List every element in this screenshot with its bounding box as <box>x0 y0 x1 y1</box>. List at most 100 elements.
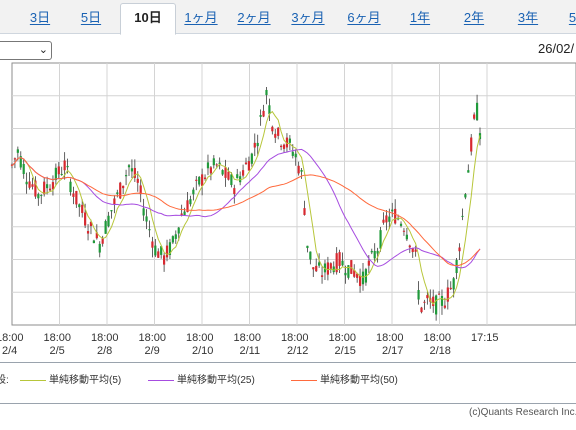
candle-body <box>461 215 464 217</box>
x-tick-date: 2/9 <box>145 345 160 357</box>
chevron-down-icon: ⌄ <box>38 44 48 56</box>
candle-body <box>89 221 93 227</box>
candle-body <box>405 234 408 240</box>
candle-body <box>107 215 110 227</box>
candle-body <box>256 142 259 147</box>
candle-body <box>432 296 435 307</box>
candle-body <box>148 229 151 231</box>
candle-body <box>285 137 289 148</box>
candle-body <box>443 305 446 308</box>
candle-body <box>344 272 347 276</box>
candle-body <box>218 162 221 165</box>
candle-body <box>259 115 262 117</box>
x-tick-date: 2/8 <box>97 345 112 357</box>
candle-body <box>470 137 473 152</box>
x-tick-time: 18:00 <box>91 332 119 344</box>
x-tick-time: 18:00 <box>44 332 72 344</box>
candle-body <box>127 165 131 168</box>
tab-2年[interactable]: 2年 <box>463 10 485 25</box>
candle-body <box>399 223 403 226</box>
series-select[interactable]: ⌄ <box>0 41 52 60</box>
candle-body <box>277 127 280 136</box>
candle-body <box>151 241 154 248</box>
legend-swatch-sma5 <box>20 379 46 381</box>
candle-body <box>28 181 31 188</box>
period-tabs: 3日 5日 10日 1ヶ月 2ヶ月 3ヶ月 6ヶ月 1年 2年 3年 5年 <box>0 0 576 35</box>
candle-body <box>297 165 300 174</box>
x-tick-date: 2/18 <box>430 345 451 357</box>
tab-5日[interactable]: 5日 <box>80 10 102 25</box>
candle-body <box>458 247 461 252</box>
candle-body <box>282 144 286 149</box>
tab-3日[interactable]: 3日 <box>29 10 51 25</box>
tab-1ヶ月[interactable]: 1ヶ月 <box>184 10 218 25</box>
candle-body <box>420 307 423 313</box>
candle-body <box>385 215 388 223</box>
x-tick-time: 18:00 <box>376 332 404 344</box>
legend-item-sma25: 単純移動平均(25) <box>148 371 255 386</box>
candle-body <box>271 126 274 132</box>
candle-body <box>391 209 394 212</box>
candle-body <box>57 166 60 175</box>
candle-body <box>192 189 195 195</box>
candle-body <box>133 167 136 178</box>
candle-body <box>326 262 329 275</box>
candle-body <box>303 208 306 215</box>
candle-body <box>437 293 441 295</box>
candle-body <box>75 190 78 205</box>
tab-6ヶ月[interactable]: 6ヶ月 <box>347 10 381 25</box>
legend-item-sma5: 単純移動平均(5) <box>20 371 121 386</box>
candle-body <box>253 142 256 148</box>
candle-body <box>157 251 160 258</box>
candle-body <box>388 216 391 222</box>
candle-body <box>60 173 63 175</box>
candle-body <box>154 245 157 256</box>
candle-body <box>46 184 49 189</box>
tab-3年[interactable]: 3年 <box>517 10 539 25</box>
candle-body <box>236 174 239 179</box>
candle-body <box>113 198 116 205</box>
candle-body <box>51 182 55 190</box>
candle-body <box>116 192 119 194</box>
tab-1年[interactable]: 1年 <box>409 10 431 25</box>
x-tick-date: 2/15 <box>335 345 356 357</box>
candle-body <box>81 204 84 213</box>
candle-body <box>294 153 297 158</box>
tab-5年[interactable]: 5年 <box>568 10 576 25</box>
candle-body <box>440 295 444 306</box>
candle-body <box>230 174 233 186</box>
candle-body <box>376 250 379 254</box>
x-tick-time: 18:00 <box>139 332 167 344</box>
legend-swatch-sma50 <box>291 379 317 381</box>
candle-body <box>189 199 192 205</box>
ma-line-5 <box>11 110 481 305</box>
candle-body <box>473 114 476 119</box>
candle-body <box>370 250 373 253</box>
candle-body <box>54 167 57 181</box>
x-tick-time: 18:00 <box>329 332 357 344</box>
tab-10日[interactable]: 10日 <box>120 3 176 35</box>
candle-body <box>163 255 166 265</box>
candle-body <box>361 271 365 285</box>
candle-body <box>119 182 122 199</box>
candle-body <box>274 133 277 138</box>
x-tick-time: 18:00 <box>0 332 24 344</box>
candle-body <box>72 193 75 197</box>
candle-body <box>13 158 17 160</box>
candle-body <box>183 211 186 216</box>
tab-2ヶ月[interactable]: 2ヶ月 <box>237 10 271 25</box>
candle-body <box>397 218 400 220</box>
tab-3ヶ月[interactable]: 3ヶ月 <box>291 10 325 25</box>
candle-body <box>464 194 467 198</box>
candle-body <box>124 175 128 177</box>
candle-body <box>84 212 87 226</box>
candle-body <box>250 153 253 164</box>
candle-body <box>367 260 370 266</box>
candle-body <box>136 178 139 183</box>
candle-body <box>329 263 332 269</box>
x-tick-time: 18:00 <box>424 332 452 344</box>
candle-body <box>332 266 335 273</box>
candle-body <box>177 227 180 234</box>
candle-body <box>373 250 376 259</box>
candle-body <box>174 234 177 239</box>
